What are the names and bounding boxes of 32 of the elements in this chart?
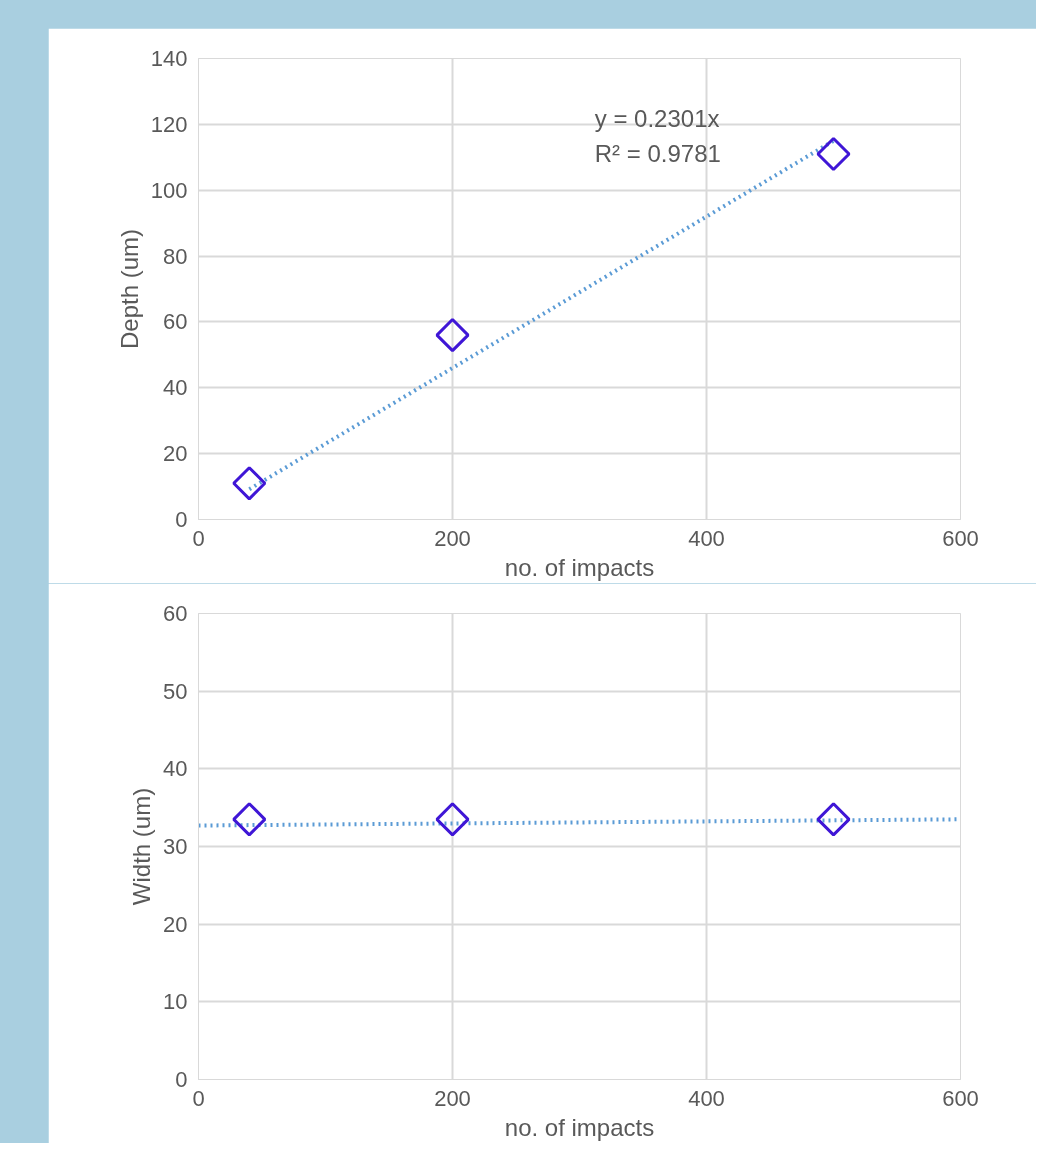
y-tick-label: 40 bbox=[163, 756, 188, 782]
y-tick-label: 20 bbox=[163, 911, 188, 937]
annotation: y = 0.2301x bbox=[594, 105, 720, 133]
point bbox=[435, 318, 470, 353]
x-tick-label: 400 bbox=[688, 1085, 725, 1111]
y-axis-title: Depth (um) bbox=[115, 228, 143, 350]
x-tick-label: 600 bbox=[942, 1085, 979, 1111]
y-tick-label: 0 bbox=[175, 1067, 188, 1092]
annotation: R² = 0.9781 bbox=[594, 139, 721, 167]
y-tick-label: 0 bbox=[175, 507, 188, 532]
y-axis-title: Width (um) bbox=[128, 787, 156, 906]
x-axis-title: no. of impacts bbox=[504, 553, 655, 581]
x-tick-label: 0 bbox=[192, 525, 205, 551]
y-tick-label: 80 bbox=[163, 243, 188, 269]
y-tick-label: 120 bbox=[150, 111, 188, 137]
y-tick-label: 50 bbox=[163, 678, 188, 704]
y-tick-label: 60 bbox=[163, 309, 188, 335]
point bbox=[816, 136, 851, 172]
x-tick-label: 200 bbox=[434, 525, 471, 551]
point bbox=[232, 466, 267, 501]
x-axis-title: no. of impacts bbox=[504, 1113, 655, 1141]
y-tick-label: 30 bbox=[163, 834, 188, 859]
y-tick-label: 40 bbox=[163, 375, 188, 401]
x-tick-label: 600 bbox=[942, 525, 979, 551]
x-tick-label: 200 bbox=[434, 1085, 471, 1111]
y-tick-label: 20 bbox=[163, 441, 188, 467]
x-tick-label: 400 bbox=[688, 525, 725, 551]
y-tick-label: 10 bbox=[163, 989, 188, 1015]
y-tick-label: 100 bbox=[150, 177, 188, 203]
y-tick-label: 60 bbox=[163, 601, 188, 626]
y-tick-label: 140 bbox=[150, 46, 188, 71]
x-tick-label: 0 bbox=[192, 1085, 205, 1111]
